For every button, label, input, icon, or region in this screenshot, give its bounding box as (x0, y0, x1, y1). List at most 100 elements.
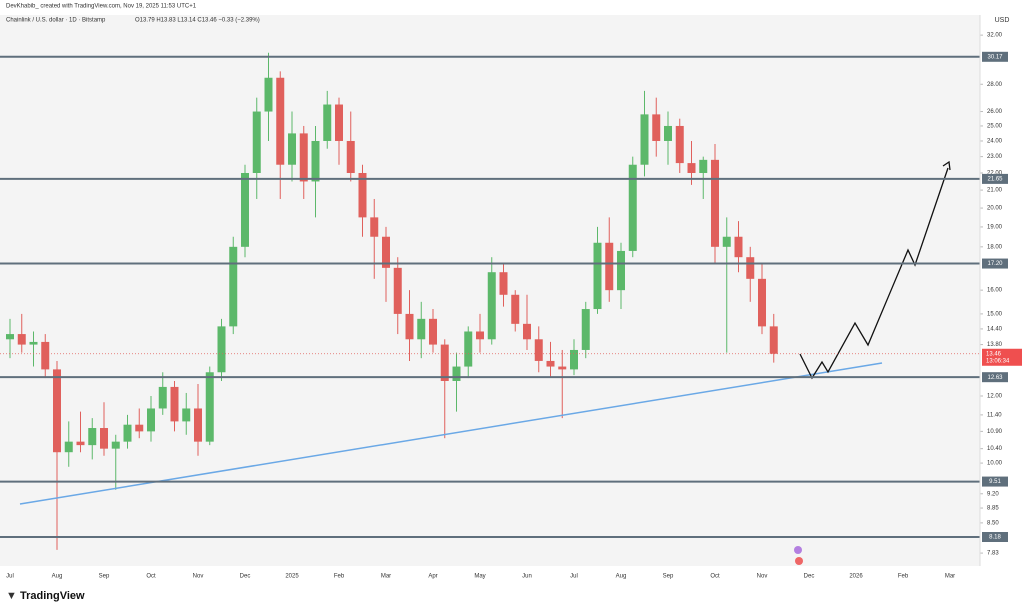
candle-body (53, 369, 61, 453)
x-tick-label: Jun (522, 574, 532, 580)
y-tick-label: 32.00 (987, 33, 1003, 39)
last-price-label: 13.46 (986, 351, 1002, 357)
candle-body (229, 246, 238, 327)
y-tick-label: 28.00 (987, 82, 1003, 88)
x-tick-label: 2026 (849, 574, 863, 580)
candle-body (699, 159, 708, 173)
y-tick-label: 10.40 (987, 446, 1003, 452)
candle-body (664, 125, 672, 141)
level-tag (982, 372, 1008, 383)
candle-body (182, 408, 191, 422)
y-tick-label: 10.00 (987, 461, 1003, 467)
x-tick-label: Mar (381, 574, 391, 580)
candle-body (511, 294, 520, 324)
x-tick-label: Mar (945, 574, 955, 580)
ohlc-summary: O13.79 H13.83 L13.14 C13.46 −0.33 (−2.39… (135, 18, 260, 24)
candle-body (605, 242, 614, 291)
y-tick-label: 26.00 (987, 109, 1003, 115)
candle-body (288, 133, 296, 165)
candle-body (194, 408, 202, 442)
candle-body (135, 424, 144, 432)
x-tick-label: Oct (710, 574, 720, 580)
y-tick-label: 25.00 (987, 124, 1003, 130)
level-tag (982, 258, 1008, 269)
y-tick-label: 23.00 (987, 154, 1003, 160)
candle-body (323, 104, 332, 141)
y-tick-label: 20.00 (987, 206, 1003, 212)
level-label: 12.63 (987, 375, 1003, 381)
level-tag (982, 173, 1008, 184)
candle-body (41, 341, 50, 370)
grid: 32.00 28.00 26.00 25.00 24.00 23.00 22.00 21.00… (980, 33, 1003, 557)
x-tick-label: Jul (570, 574, 578, 580)
candle-body (100, 428, 108, 449)
arrow-head (942, 160, 951, 171)
event-icon (794, 546, 802, 554)
x-tick-label: Apr (428, 574, 437, 580)
candle-body (311, 140, 320, 182)
candle-body (276, 77, 285, 165)
candle-body (534, 339, 543, 361)
y-tick-label: 7.83 (987, 551, 999, 557)
candle-body (299, 133, 308, 182)
level-label: 9.51 (989, 479, 1001, 485)
candle-body (452, 366, 461, 381)
candle-body (593, 242, 602, 310)
y-tick-label: 8.50 (987, 520, 999, 526)
candle-body (393, 267, 402, 314)
brand-logo: ▼ (6, 590, 17, 602)
candle-body (464, 331, 473, 367)
level-tag (982, 476, 1008, 487)
candle-body (617, 250, 625, 291)
candle-body (570, 349, 578, 370)
y-tick-label: 9.20 (987, 491, 999, 497)
y-tick-label: 19.00 (987, 225, 1003, 231)
x-tick-label: Feb (898, 574, 909, 580)
countdown: 13:06:34 (986, 358, 1010, 364)
x-tick-label: Nov (757, 574, 768, 580)
y-tick-label: 21.00 (987, 188, 1003, 194)
candle-body (264, 77, 273, 112)
y-tick-label: 13.80 (987, 342, 1003, 348)
candle-body (205, 372, 214, 442)
x-tick-label: Nov (193, 574, 204, 580)
credit: DevKhabib_ created with TradingView.com,… (6, 4, 197, 10)
candle-body (370, 217, 379, 237)
candle-body (158, 386, 167, 409)
candle-body (29, 341, 38, 345)
x-tick-label: Jul (6, 574, 14, 580)
candle-body (769, 326, 778, 354)
candle-body (64, 441, 73, 453)
candle-body (241, 172, 249, 247)
candle-body (711, 159, 719, 247)
last-price-tag (982, 348, 1022, 366)
x-tick-label: Sep (663, 574, 674, 580)
candle-body (17, 334, 26, 345)
candle-body (499, 272, 508, 295)
x-tick-label: Aug (52, 574, 63, 580)
candle-body (523, 323, 531, 340)
candle-body (123, 424, 132, 442)
candle-body (382, 236, 390, 268)
projection-path (799, 167, 949, 380)
candle-body (217, 326, 226, 373)
y-tick-label: 15.00 (987, 311, 1003, 317)
x-tick-label: Dec (804, 574, 815, 580)
candle-body (111, 441, 120, 449)
y-unit: USD (995, 17, 1010, 24)
level-label: 21.65 (987, 176, 1003, 182)
level-label: 30.17 (987, 54, 1003, 60)
candle-body (628, 164, 637, 251)
trendline (19, 362, 883, 505)
y-tick-label: 8.85 (987, 506, 999, 512)
candle-body (675, 125, 684, 164)
brand: TradingView (20, 590, 85, 602)
y-tick-label: 10.90 (987, 429, 1003, 435)
candle-body (170, 386, 179, 422)
x-tick-label: Dec (240, 574, 251, 580)
level-label: 8.18 (989, 535, 1001, 541)
x-tick-label: 2025 (285, 574, 299, 580)
x-tick-label: Feb (334, 574, 345, 580)
y-tick-label: 14.40 (987, 327, 1003, 333)
